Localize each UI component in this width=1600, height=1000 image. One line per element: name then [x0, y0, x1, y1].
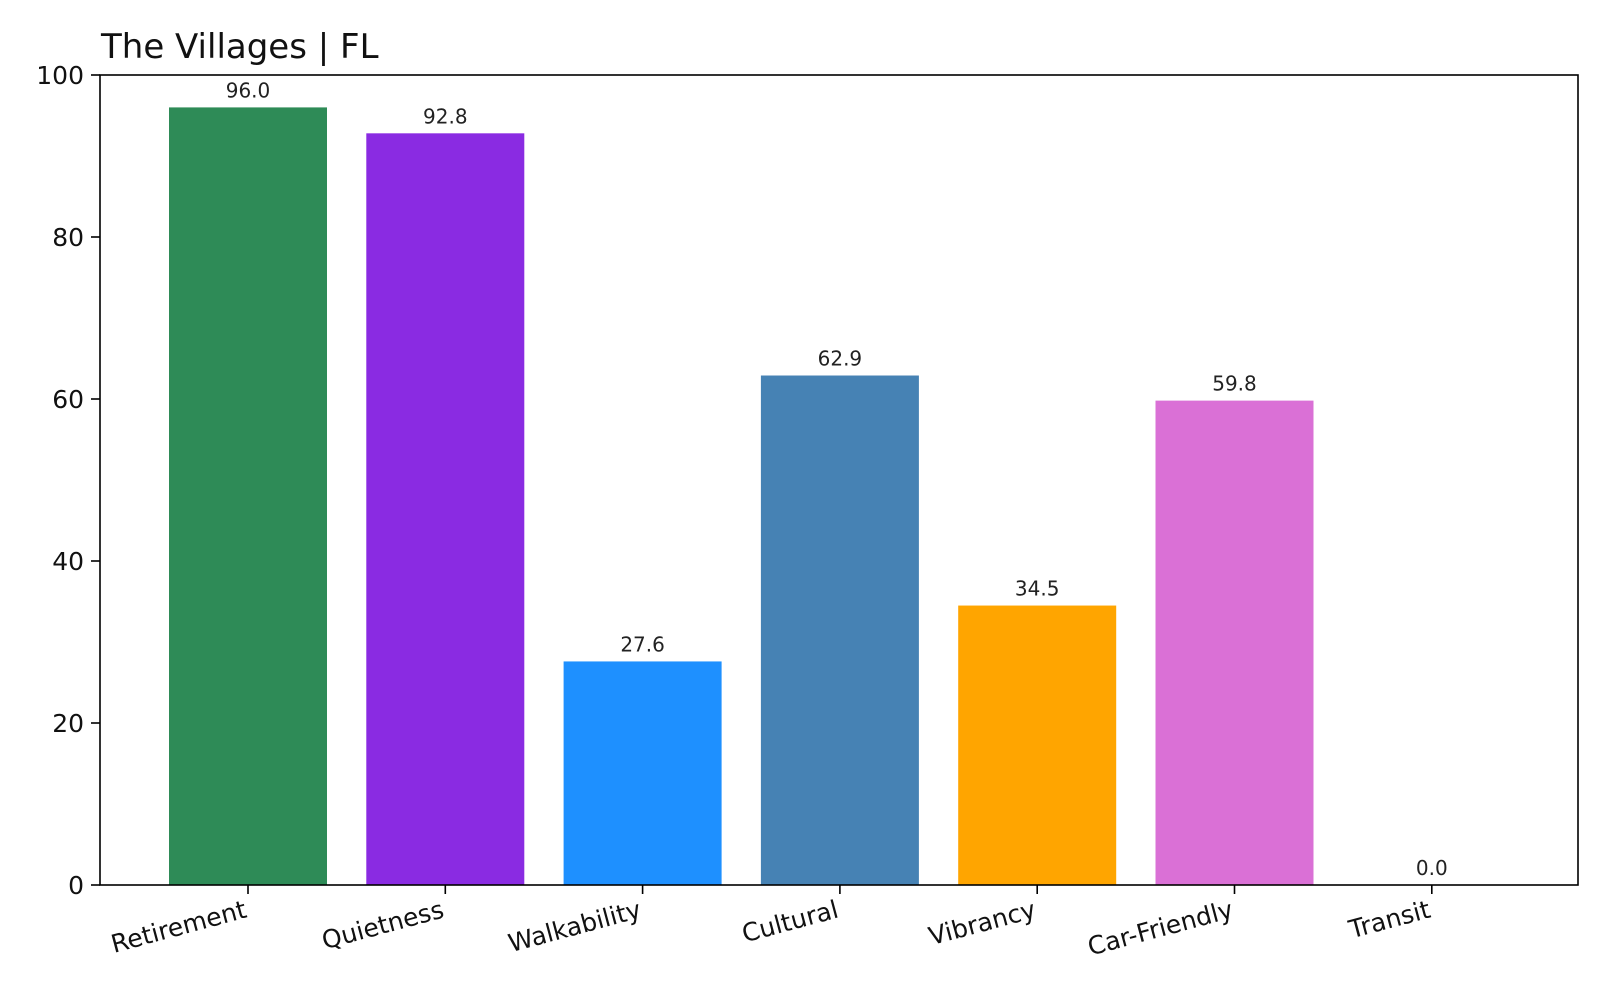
x-tick-label-retirement: Retirement	[108, 895, 250, 959]
bar-walkability	[563, 661, 722, 885]
y-tick-label: 100	[36, 61, 84, 90]
value-label-retirement: 96.0	[226, 78, 271, 102]
bars-layer: 96.0 92.8 27.6 62.9 34.5 59.8 0.0	[169, 78, 1448, 885]
bar-car-friendly	[1155, 400, 1314, 885]
x-tick-label-car-friendly: Car-Friendly	[1085, 895, 1237, 962]
chart-title: The Villages | FL	[100, 27, 379, 67]
x-tick-label-walkability: Walkability	[505, 895, 644, 958]
value-label-cultural: 62.9	[818, 347, 863, 371]
bar-vibrancy	[958, 605, 1117, 885]
bar-quietness	[366, 133, 525, 885]
y-tick-label: 20	[52, 709, 84, 738]
value-label-walkability: 27.6	[620, 632, 665, 656]
x-axis: Retirement Quietness Walkability Cultural Vi…	[108, 885, 1434, 961]
x-tick-label-cultural: Cultural	[739, 895, 842, 948]
y-axis: 0 20 40 60 80 100	[36, 61, 100, 900]
x-tick-label-transit: Transit	[1345, 895, 1434, 945]
value-label-transit: 0.0	[1416, 856, 1448, 880]
y-tick-label: 40	[52, 547, 84, 576]
y-tick-label: 60	[52, 385, 84, 414]
value-label-quietness: 92.8	[423, 104, 468, 128]
value-label-vibrancy: 34.5	[1015, 577, 1060, 601]
y-tick-label: 80	[52, 223, 84, 252]
value-label-car-friendly: 59.8	[1212, 372, 1257, 396]
bar-retirement	[169, 107, 327, 885]
y-tick-label: 0	[68, 871, 84, 900]
bar-cultural	[760, 375, 919, 885]
x-tick-label-vibrancy: Vibrancy	[926, 895, 1039, 951]
x-tick-label-quietness: Quietness	[319, 895, 447, 955]
plot-frame	[99, 74, 1579, 886]
